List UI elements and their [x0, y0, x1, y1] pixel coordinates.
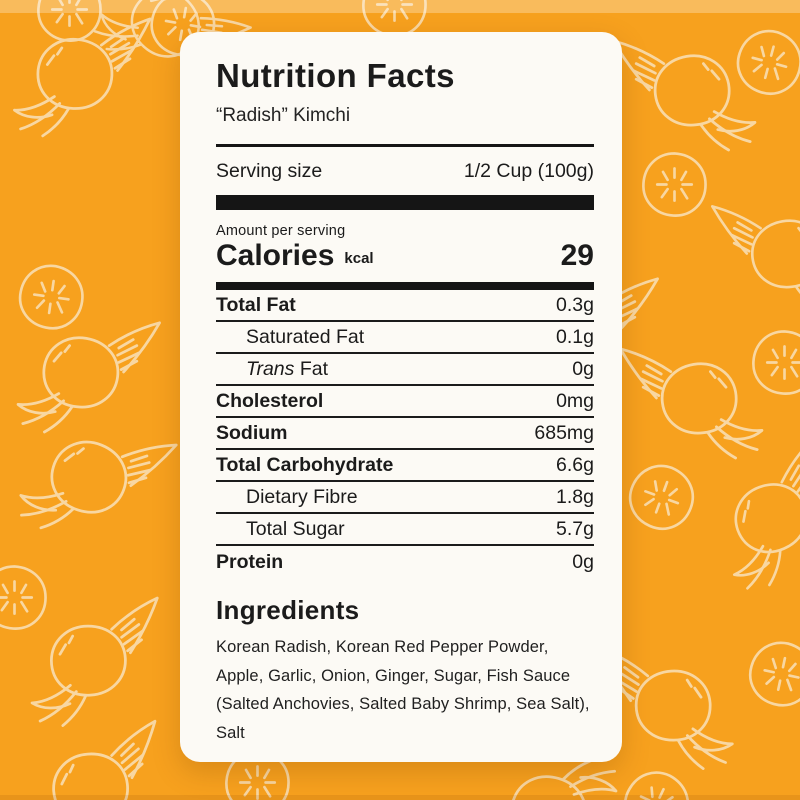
radish-icon	[13, 414, 178, 554]
bottom-edge-shade	[0, 795, 800, 800]
radish-icon	[16, 596, 178, 732]
amount-per-serving-label: Amount per serving	[216, 222, 346, 239]
nutrient-row-total-sugar: Total Sugar 5.7g	[216, 514, 594, 547]
radish-slice-icon	[743, 635, 800, 713]
product-name: “Radish” Kimchi	[216, 104, 351, 126]
ingredients-text: Korean Radish, Korean Red Pepper Powder,…	[216, 638, 590, 742]
nutrient-row-dietary-fibre: Dietary Fibre 1.8g	[216, 482, 594, 515]
radish-icon	[16, 719, 183, 800]
ingredients-heading: Ingredients	[216, 595, 360, 626]
radish-icon	[693, 437, 800, 599]
radish-slice-icon	[14, 260, 88, 334]
calories-value: 29	[560, 238, 594, 272]
radish-slice-icon	[752, 330, 800, 395]
divider-medium-bar	[216, 282, 594, 291]
radish-slice-icon	[642, 152, 707, 217]
calories-unit: kcal	[344, 250, 374, 268]
nutrient-row-cholesterol: Cholesterol 0mg	[216, 386, 594, 419]
serving-size-label: Serving size	[216, 159, 323, 182]
radish-slice-icon	[729, 22, 800, 102]
divider-thick-bar	[216, 194, 594, 210]
radish-slice-icon	[0, 565, 47, 630]
radish-icon	[710, 205, 800, 313]
calories-label: Calories	[216, 238, 335, 272]
serving-size-row: Serving size 1/2 Cup (100g)	[216, 160, 594, 183]
nutrition-label-card: Nutrition Facts “Radish” Kimchi Serving …	[180, 32, 622, 762]
label-title: Nutrition Facts	[216, 57, 455, 94]
radish-icon	[619, 347, 764, 460]
divider-thin	[216, 143, 594, 147]
nutrient-row-sodium: Sodium 685mg	[216, 418, 594, 451]
serving-size-value: 1/2 Cup (100g)	[463, 159, 594, 182]
radish-icon	[612, 39, 757, 152]
calories-row: Calories kcal 29	[216, 240, 594, 272]
top-edge-highlight	[0, 0, 800, 13]
nutrient-row-protein: Protein 0g	[216, 550, 594, 573]
calories-label-group: Calories kcal	[216, 240, 374, 272]
nutrient-row-saturated-fat: Saturated Fat 0.1g	[216, 322, 594, 355]
radish-slice-icon	[620, 456, 703, 539]
radish-icon	[16, 321, 161, 434]
nutrient-row-trans-fat: Trans Fat 0g	[216, 354, 594, 387]
nutrient-row-total-fat: Total Fat 0.3g	[216, 290, 594, 323]
nutrients-table: Total Fat 0.3g Saturated Fat 0.1g Trans …	[216, 290, 594, 578]
nutrient-row-total-carbohydrate: Total Carbohydrate 6.6g	[216, 450, 594, 483]
